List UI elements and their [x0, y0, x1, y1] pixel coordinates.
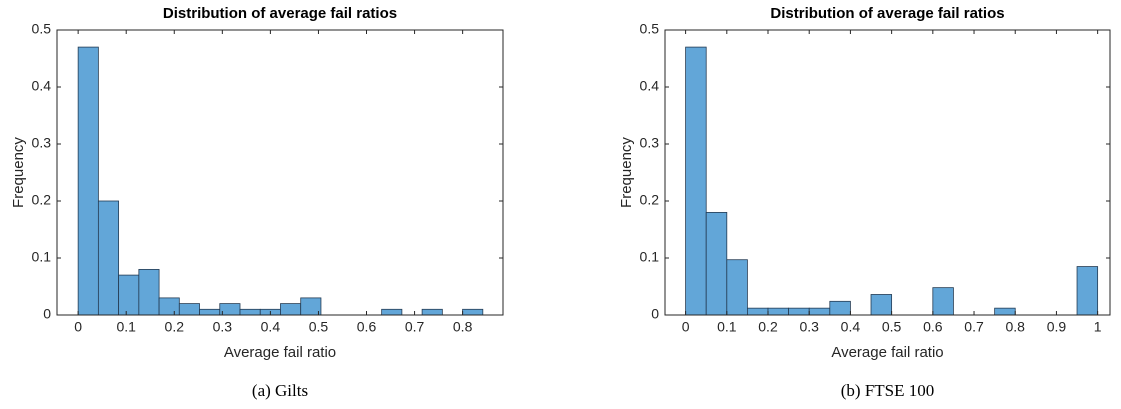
x-axis-label: Average fail ratio	[224, 344, 336, 361]
y-tick-label: 0.5	[32, 21, 52, 37]
x-tick-label: 0.2	[165, 319, 185, 335]
bar	[994, 307, 1016, 316]
x-tick-label: 0.4	[841, 319, 861, 335]
x-tick-label: 1	[1094, 319, 1102, 335]
x-axis-label: Average fail ratio	[831, 344, 943, 361]
x-tick-label: 0.6	[923, 319, 943, 335]
x-tick-label: 0.1	[116, 319, 136, 335]
y-tick-label: 0.5	[640, 21, 660, 37]
bar	[381, 308, 403, 316]
x-tick-label: 0.3	[799, 319, 819, 335]
bar	[747, 307, 769, 316]
bar	[199, 308, 221, 316]
y-tick-label: 0	[43, 306, 51, 322]
bar	[829, 300, 851, 316]
caption: (b) FTSE 100	[841, 381, 935, 400]
x-tick-label: 0.7	[964, 319, 984, 335]
x-tick-label: 0.8	[453, 319, 473, 335]
y-tick-label: 0	[651, 306, 659, 322]
x-tick-label: 0	[682, 319, 690, 335]
bar	[788, 307, 810, 316]
x-tick-label: 0.1	[717, 319, 737, 335]
y-axis-label: Frequency	[10, 137, 27, 208]
y-tick-label: 0.2	[32, 192, 52, 208]
y-tick-label: 0.4	[640, 78, 660, 94]
x-tick-label: 0.8	[1005, 319, 1025, 335]
bar	[118, 274, 140, 316]
y-tick-label: 0.3	[640, 135, 660, 151]
caption: (a) Gilts	[252, 381, 308, 400]
bar	[808, 307, 831, 316]
bar	[138, 268, 160, 316]
x-tick-label: 0.7	[405, 319, 425, 335]
y-tick-label: 0.1	[32, 249, 52, 265]
x-tick-label: 0.9	[1047, 319, 1067, 335]
bar	[726, 259, 748, 316]
axes-box	[56, 29, 504, 316]
bar	[300, 297, 322, 316]
bar	[239, 308, 261, 316]
bar	[685, 46, 707, 316]
bar	[158, 297, 180, 316]
bar	[77, 46, 99, 316]
y-tick-label: 0.3	[32, 135, 52, 151]
bar	[767, 307, 790, 316]
x-tick-label: 0.5	[882, 319, 902, 335]
y-tick-label: 0.1	[640, 249, 660, 265]
x-tick-label: 0	[74, 319, 82, 335]
y-axis-label: Frequency	[618, 137, 635, 208]
x-tick-label: 0.6	[357, 319, 377, 335]
x-tick-label: 0.3	[213, 319, 233, 335]
x-tick-label: 0.4	[261, 319, 281, 335]
y-tick-label: 0.4	[32, 78, 52, 94]
bar	[178, 303, 200, 316]
bar	[932, 287, 954, 316]
bar	[421, 308, 443, 316]
x-tick-label: 0.2	[758, 319, 778, 335]
bar	[1076, 266, 1099, 316]
bar	[97, 200, 120, 316]
y-tick-label: 0.2	[640, 192, 660, 208]
x-tick-label: 0.5	[309, 319, 329, 335]
bar	[462, 308, 484, 316]
axes-box	[664, 29, 1111, 316]
chart-title: Distribution of average fail ratios	[163, 5, 397, 22]
bar	[870, 294, 893, 316]
chart-title: Distribution of average fail ratios	[770, 5, 1004, 22]
bar	[705, 211, 728, 316]
bar	[280, 303, 302, 316]
